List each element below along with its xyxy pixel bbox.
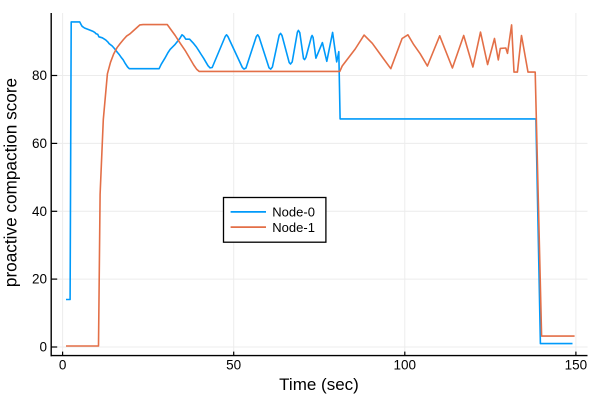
svg-text:150: 150 bbox=[565, 358, 588, 373]
svg-text:Node-0: Node-0 bbox=[272, 205, 315, 220]
svg-text:0: 0 bbox=[39, 340, 47, 355]
svg-text:20: 20 bbox=[32, 272, 47, 287]
svg-text:50: 50 bbox=[226, 358, 241, 373]
svg-text:Time (sec): Time (sec) bbox=[279, 375, 359, 394]
svg-text:100: 100 bbox=[394, 358, 417, 373]
svg-text:Node-1: Node-1 bbox=[272, 220, 315, 235]
svg-text:40: 40 bbox=[32, 204, 47, 219]
svg-text:0: 0 bbox=[59, 358, 67, 373]
svg-text:60: 60 bbox=[32, 136, 47, 151]
svg-text:80: 80 bbox=[32, 68, 47, 83]
svg-text:proactive compaction score: proactive compaction score bbox=[1, 78, 21, 287]
